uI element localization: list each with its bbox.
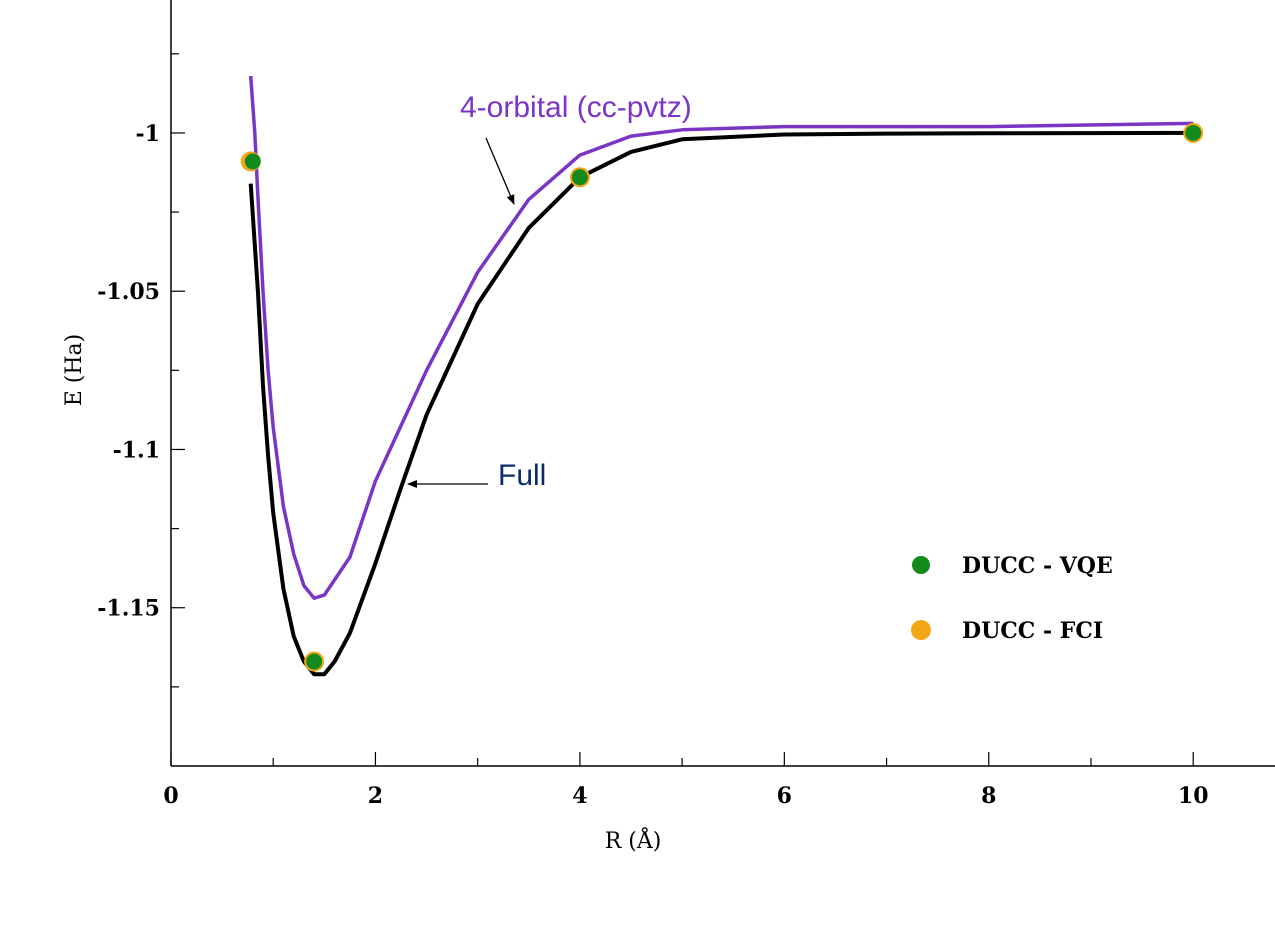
- full-curve: [248, 130, 1194, 677]
- y-tick-label: -1: [136, 121, 160, 147]
- x-tick-label: 10: [1178, 783, 1209, 809]
- ducc-vqe-point: [244, 153, 261, 170]
- y-tick-label: -1.15: [97, 596, 160, 622]
- x-tick-label: 0: [163, 783, 178, 809]
- legend-label: DUCC - VQE: [962, 553, 1113, 579]
- x-tick-label: 4: [572, 783, 587, 809]
- legend-label: DUCC - FCI: [962, 618, 1103, 644]
- ducc-vqe-point: [306, 653, 323, 670]
- legend: DUCC - VQE DUCC - FCI: [911, 553, 1113, 644]
- axes: 0 2 4 6 8 10 -1 -1.05 -1.1 -1.15: [97, 0, 1275, 809]
- annotations: 4-orbital (cc-pvtz) Full: [407, 91, 692, 492]
- chart-marks: [240, 76, 1204, 677]
- four-orbital-annotation: 4-orbital (cc-pvtz): [460, 91, 692, 124]
- ducc-vqe-point: [571, 169, 588, 186]
- x-tick-label: 2: [368, 783, 383, 809]
- x-axis-title: R (Å): [605, 826, 662, 854]
- legend-marker: [912, 556, 930, 574]
- four-orbital-arrow: [485, 137, 515, 205]
- y-tick-label: -1.05: [97, 279, 160, 305]
- x-tick-label: 6: [777, 783, 792, 809]
- y-tick-label: -1.1: [113, 437, 160, 463]
- ducc-vqe-point: [1185, 124, 1202, 141]
- legend-marker: [911, 620, 931, 640]
- full-annotation: Full: [498, 459, 546, 492]
- y-axis-title: E (Ha): [62, 334, 87, 407]
- four-orbital-curve: [248, 76, 1194, 600]
- x-tick-label: 8: [981, 783, 996, 809]
